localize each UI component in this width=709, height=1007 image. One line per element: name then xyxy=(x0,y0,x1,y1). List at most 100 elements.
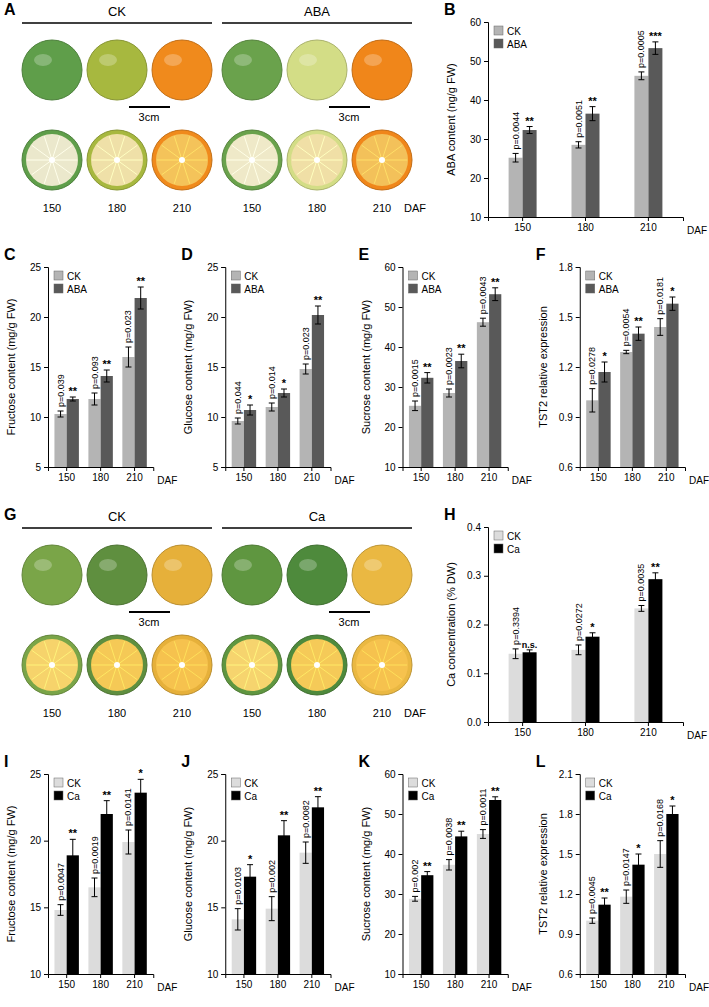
error-bar xyxy=(424,872,430,879)
fruit-segment xyxy=(317,650,337,665)
tick-label: 1.2 xyxy=(559,362,573,373)
tick-mark xyxy=(221,467,225,468)
fruit-segment xyxy=(182,160,190,184)
error-bar xyxy=(576,645,582,655)
y-axis: 10152025 xyxy=(30,769,49,980)
legend-label: CK xyxy=(67,271,81,282)
x-axis-title: DAF xyxy=(404,707,426,719)
fruit-segment xyxy=(232,665,252,680)
panel-letter: H xyxy=(444,506,456,523)
x-axis: 150180210 xyxy=(226,467,331,483)
tick-label: 15 xyxy=(207,362,219,373)
tick-mark xyxy=(576,934,580,935)
tick-mark xyxy=(44,974,48,975)
p-value: p=0.0035 xyxy=(636,564,646,602)
legend-label: Ca xyxy=(599,791,612,802)
fruit-segment xyxy=(362,665,382,680)
whole-fruit xyxy=(152,40,212,100)
fruit-segment xyxy=(174,641,182,665)
error-bar xyxy=(638,605,644,611)
legend-swatch xyxy=(231,271,240,280)
significance: ** xyxy=(69,385,78,397)
legend-item: CK xyxy=(409,271,436,282)
fruit-highlight xyxy=(299,559,317,571)
bar xyxy=(88,399,100,467)
y-tick: 20 xyxy=(207,835,225,846)
y-tick: 20 xyxy=(30,835,48,846)
panel-letter: A xyxy=(4,1,16,18)
x-axis-title: DAF xyxy=(335,475,355,486)
bar xyxy=(101,376,113,467)
legend-item: CK xyxy=(409,778,436,789)
tick-label: 10 xyxy=(384,969,396,980)
y-axis-title: Fructose content (mg/g FW) xyxy=(5,806,17,943)
error-bar xyxy=(235,418,241,424)
stage-label: 150 xyxy=(243,707,261,719)
fruit-section-flesh xyxy=(291,134,343,186)
whole-fruit xyxy=(222,545,282,605)
bar xyxy=(509,158,523,217)
bar xyxy=(312,807,324,974)
bar xyxy=(477,834,489,974)
tick-mark xyxy=(484,217,488,218)
fruit-segment xyxy=(97,665,117,680)
error-bar xyxy=(269,403,275,411)
fruit-segment xyxy=(252,145,272,160)
bar xyxy=(489,800,501,974)
bar xyxy=(509,654,523,722)
y-tick: 30 xyxy=(470,134,488,145)
fruit-segment xyxy=(174,665,182,689)
fruit-section-flesh xyxy=(156,639,208,691)
fruit-segment xyxy=(252,665,277,666)
fruit-section-flesh xyxy=(226,639,278,691)
fruit-segment xyxy=(97,650,117,665)
tick-label: 150 xyxy=(514,727,531,738)
panel-letter: K xyxy=(359,753,371,770)
significance: ** xyxy=(314,294,323,306)
y-tick: 1.8 xyxy=(559,262,580,273)
legend-item: Ca xyxy=(231,791,257,802)
fruit-core xyxy=(114,662,120,668)
fruit-highlight xyxy=(99,54,117,66)
fruit-segment xyxy=(44,136,52,160)
whole-fruit xyxy=(87,40,147,100)
fruit-segment xyxy=(162,160,182,175)
tick-label: 25 xyxy=(207,262,219,273)
error-bar xyxy=(513,649,519,659)
fruit-segment xyxy=(117,641,125,665)
legend-swatch xyxy=(231,791,240,800)
panel-letter: G xyxy=(4,506,16,523)
tick-mark xyxy=(484,100,488,101)
marks xyxy=(232,306,324,467)
fruit-segment xyxy=(52,160,60,184)
fruit-segment xyxy=(52,160,72,175)
legend-item: CK xyxy=(231,778,258,789)
tick-label: 30 xyxy=(470,134,482,145)
axis-line xyxy=(399,775,404,975)
fruit-segment xyxy=(382,641,390,665)
tick-label: 210 xyxy=(126,979,143,990)
bar xyxy=(135,793,147,974)
tick-label: 0.6 xyxy=(559,462,573,473)
tick-mark xyxy=(598,974,599,978)
tick-label: 40 xyxy=(384,342,396,353)
error-bar xyxy=(58,411,64,417)
bar xyxy=(244,410,256,467)
stage-label: 180 xyxy=(308,707,326,719)
legend-swatch xyxy=(409,778,418,787)
axis-line xyxy=(580,975,685,979)
fruit-segment xyxy=(174,136,182,160)
tick-mark xyxy=(484,673,488,674)
tick-label: 0.9 xyxy=(559,929,573,940)
fruit-segment xyxy=(382,665,407,666)
fruit-segment xyxy=(374,160,382,184)
legend: CKCa xyxy=(54,778,81,802)
fruit-segment xyxy=(297,160,317,175)
fruit-segment xyxy=(117,665,137,680)
fruit-segment xyxy=(182,160,202,175)
significance: ** xyxy=(280,809,289,821)
scale-bar-label: 3cm xyxy=(339,616,360,628)
y-axis-title: Glucose content (mg/g FW) xyxy=(182,807,194,942)
axis-line xyxy=(226,975,331,979)
group-label: ABA xyxy=(304,4,330,19)
